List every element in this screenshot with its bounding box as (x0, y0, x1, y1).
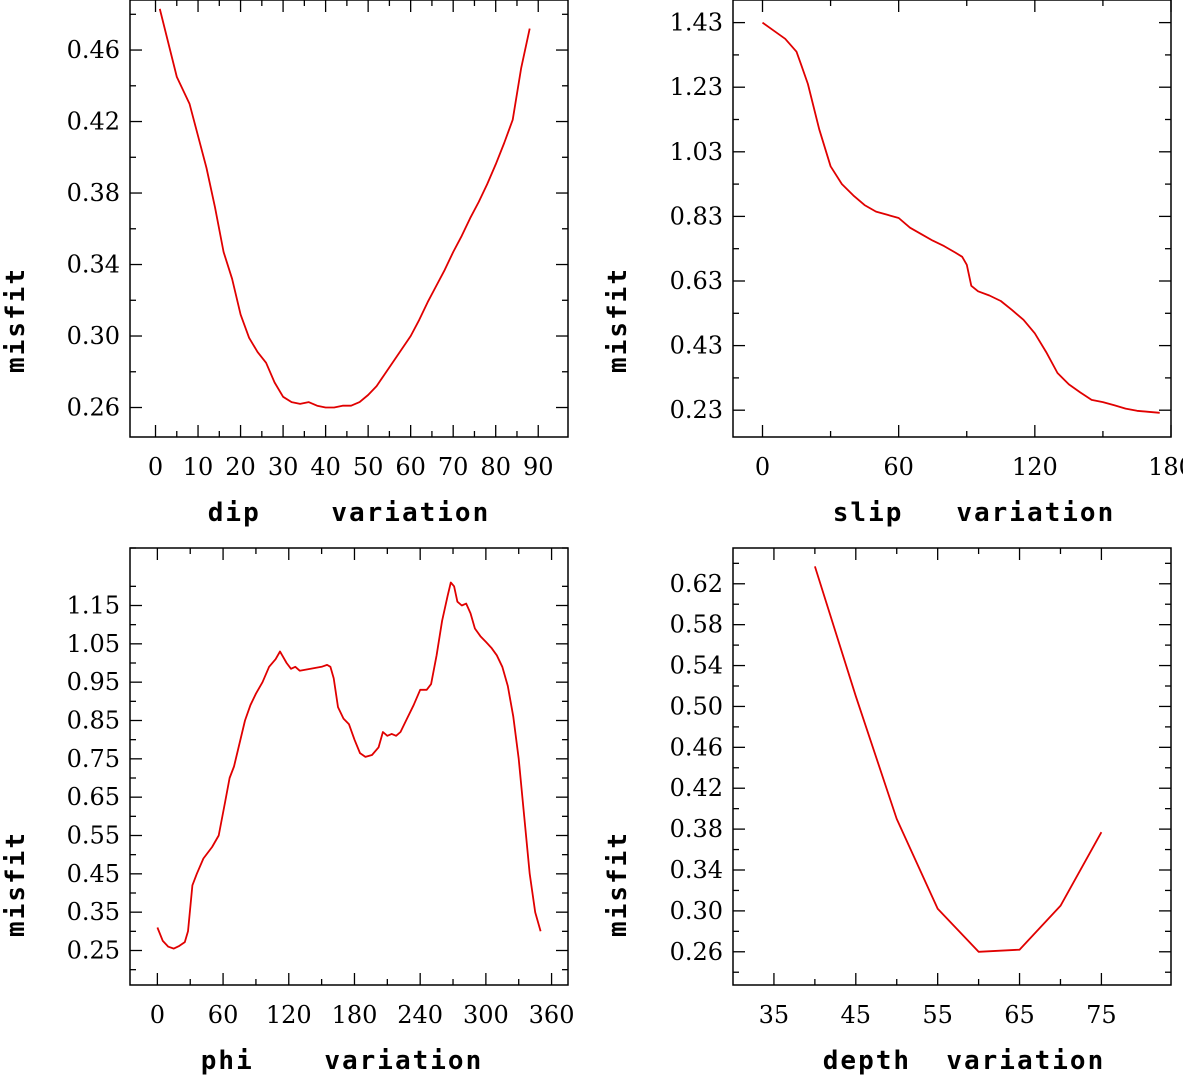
x-tick-label: 35 (759, 1001, 790, 1029)
x-tick-label: 10 (183, 453, 214, 481)
y-tick-label: 1.43 (670, 9, 723, 37)
y-tick-label: 0.63 (670, 267, 723, 295)
x-tick-label: 360 (529, 1001, 575, 1029)
y-tick-label: 0.23 (670, 396, 723, 424)
y-tick-label: 0.83 (670, 202, 723, 230)
y-tick-label: 0.30 (67, 322, 120, 350)
slip-variation-panel: 0 60 120 180 0.23 0.43 0.63 0.83 1.03 1.23 1.43 s… (603, 0, 1183, 528)
y-tick-label: 0.65 (67, 783, 120, 811)
misfit-curve (814, 566, 1103, 953)
misfit-curve (156, 581, 542, 950)
y-tick-label: 0.35 (67, 898, 120, 926)
x-tick-label: 65 (1004, 1001, 1035, 1029)
x-tick-label: 20 (225, 453, 256, 481)
plot-frame (732, 0, 1172, 438)
y-axis-label: misfit (1, 267, 31, 373)
x-tick-label: 0 (148, 453, 163, 481)
y-tick-label: 0.34 (67, 251, 120, 279)
y-tick-label: 0.58 (670, 611, 723, 639)
plot-frame (129, 547, 569, 986)
misfit-curve (158, 8, 531, 409)
y-tick-label: 0.55 (67, 822, 120, 850)
x-tick-label: 0 (150, 1001, 165, 1029)
y-tick-label: 0.46 (670, 733, 723, 761)
x-axis-label: slip variation (833, 498, 1115, 528)
y-tick-label: 0.42 (67, 108, 120, 136)
x-tick-label: 120 (266, 1001, 312, 1029)
y-tick-label: 0.38 (67, 179, 120, 207)
x-tick-label: 55 (922, 1001, 953, 1029)
y-tick-labels: 0.23 0.43 0.63 0.83 1.03 1.23 1.43 (670, 9, 723, 425)
y-tick-label: 1.15 (67, 592, 120, 620)
x-axis-label: phi variation (201, 1046, 483, 1076)
y-tick-label: 0.46 (67, 36, 120, 64)
y-tick-label: 0.38 (670, 815, 723, 843)
x-tick-labels: 0 60 120 180 240 300 360 (150, 1001, 575, 1029)
y-tick-label: 0.50 (670, 692, 723, 720)
x-tick-labels: 35 45 55 65 75 (759, 1001, 1117, 1029)
y-tick-label: 1.03 (670, 138, 723, 166)
tick-marks (733, 548, 1171, 985)
x-tick-labels: 0 60 120 180 (755, 453, 1183, 481)
x-tick-label: 60 (208, 1001, 239, 1029)
x-tick-label: 50 (353, 453, 384, 481)
x-tick-label: 0 (755, 453, 770, 481)
plot-frame (129, 0, 569, 438)
y-tick-labels: 0.26 0.30 0.34 0.38 0.42 0.46 0.50 0.54 0.58 0.62 (670, 570, 723, 966)
dip-variation-panel: 0 10 20 30 40 50 60 70 80 90 0.26 0.30 0.34 0.38 0.42… (1, 0, 569, 528)
y-tick-label: 0.43 (670, 332, 723, 360)
y-tick-label: 0.45 (67, 860, 120, 888)
tick-marks (130, 0, 568, 437)
plot-frame (732, 547, 1172, 986)
y-tick-labels: 0.26 0.30 0.34 0.38 0.42 0.46 (67, 36, 120, 421)
x-tick-label: 75 (1086, 1001, 1117, 1029)
x-tick-label: 300 (463, 1001, 509, 1029)
y-tick-label: 1.05 (67, 630, 120, 658)
x-tick-label: 70 (438, 453, 469, 481)
y-tick-label: 0.42 (670, 774, 723, 802)
x-tick-label: 45 (841, 1001, 872, 1029)
x-tick-label: 120 (1012, 453, 1058, 481)
y-tick-label: 0.26 (670, 938, 723, 966)
y-tick-label: 0.95 (67, 668, 120, 696)
phi-variation-panel: 0 60 120 180 240 300 360 0.250.350.450.550.650… (1, 547, 575, 1076)
x-axis-label: dip variation (208, 498, 490, 528)
x-tick-label: 180 (1148, 453, 1183, 481)
y-tick-label: 0.54 (670, 652, 723, 680)
x-tick-label: 180 (332, 1001, 378, 1029)
y-tick-label: 1.23 (670, 73, 723, 101)
depth-variation-panel: 35 45 55 65 75 0.260.300.340.380.420.460.500… (603, 547, 1172, 1076)
y-axis-label: misfit (603, 831, 633, 937)
x-axis-label: depth variation (823, 1046, 1105, 1076)
x-tick-label: 30 (268, 453, 299, 481)
tick-marks (130, 547, 568, 985)
misfit-curve (761, 21, 1160, 414)
y-tick-label: 0.34 (670, 856, 723, 884)
y-tick-label: 0.85 (67, 707, 120, 735)
x-tick-label: 240 (397, 1001, 443, 1029)
x-tick-label: 60 (395, 453, 426, 481)
x-tick-label: 80 (480, 453, 511, 481)
y-tick-label: 0.30 (670, 897, 723, 925)
y-axis-label: misfit (1, 831, 31, 937)
y-tick-label: 0.25 (67, 937, 120, 965)
tick-marks (733, 0, 1172, 437)
y-tick-label: 0.62 (670, 570, 723, 598)
y-tick-label: 0.26 (67, 394, 120, 422)
x-tick-labels: 0 10 20 30 40 50 60 70 80 90 (148, 453, 554, 481)
x-tick-label: 60 (883, 453, 914, 481)
y-axis-label: misfit (603, 267, 633, 373)
y-tick-label: 0.75 (67, 745, 120, 773)
x-tick-label: 90 (523, 453, 554, 481)
y-tick-labels: 0.25 0.35 0.45 0.55 0.65 0.75 0.85 0.95 1.05 1.15 (67, 592, 120, 965)
x-tick-label: 40 (310, 453, 341, 481)
